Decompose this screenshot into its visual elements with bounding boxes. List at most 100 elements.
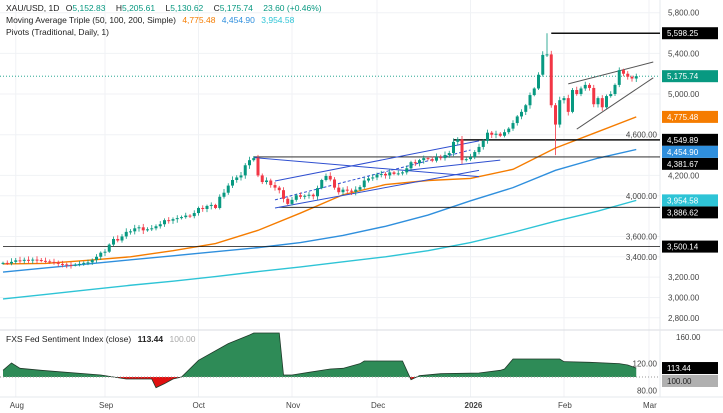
change-value: 23.60 (+0.46%) <box>263 3 322 13</box>
candle <box>243 163 247 179</box>
candle <box>554 103 557 156</box>
candle-body <box>205 205 209 209</box>
candle-body <box>141 227 145 231</box>
candle <box>469 153 472 161</box>
ma-label-bg <box>662 194 718 207</box>
pivot-label: 5,598.25 <box>662 27 718 40</box>
candle-body <box>435 157 438 161</box>
candle <box>401 170 404 176</box>
candle <box>65 262 69 269</box>
candle <box>464 157 468 162</box>
candle <box>426 156 430 161</box>
candle <box>201 205 205 212</box>
candle-body <box>171 219 175 221</box>
candle <box>456 137 460 146</box>
candle-body <box>583 84 587 89</box>
candle <box>303 194 307 200</box>
ma-title[interactable]: Moving Average Triple (50, 100, 200, Sim… <box>6 15 176 25</box>
candle <box>528 92 532 109</box>
candle-body <box>107 244 111 252</box>
candle <box>103 249 107 257</box>
candle <box>583 81 587 91</box>
candle-body <box>22 259 26 261</box>
indicator-baseline: 100.00 <box>169 334 196 344</box>
candle-body <box>456 139 460 142</box>
candle-body <box>541 54 545 75</box>
ma100-value: 4,454.90 <box>221 15 255 25</box>
candle <box>592 84 596 108</box>
candle-body <box>158 224 162 227</box>
candle-body <box>558 100 562 125</box>
indicator-last-label-bg <box>662 362 718 375</box>
low-label: L <box>165 3 171 13</box>
candle-body <box>498 133 502 136</box>
y-tick-label: 4,600.00 <box>626 131 658 140</box>
ma200-value: 3,954.58 <box>261 15 295 25</box>
candle-body <box>443 155 447 159</box>
last-price-label-bg <box>662 70 718 83</box>
pivot-label: 3,886.62 <box>662 206 718 219</box>
candle-body <box>248 160 251 166</box>
candle <box>69 261 73 269</box>
candle-body <box>31 259 35 261</box>
candle-body <box>371 177 375 179</box>
candle <box>562 95 566 104</box>
candle-body <box>69 264 73 266</box>
y-tick-label: 4,200.00 <box>668 171 700 180</box>
pivots-title[interactable]: Pivots (Traditional, Daily, 1) <box>6 27 109 37</box>
ma-label: 4,775.48 <box>662 110 718 123</box>
pivot-label: 4,549.89 <box>662 133 718 146</box>
candle-body <box>469 157 472 160</box>
candle-body <box>477 146 481 153</box>
candle <box>218 194 222 210</box>
candle-body <box>82 262 86 264</box>
candle-body <box>600 98 604 108</box>
candle <box>188 214 192 219</box>
wedge-line <box>576 77 654 130</box>
candle <box>192 210 196 219</box>
candle <box>375 172 379 181</box>
candle <box>256 154 260 178</box>
candle <box>409 160 413 171</box>
indicator-value: 113.44 <box>137 334 164 344</box>
candle-body <box>282 190 285 199</box>
candle <box>362 177 366 189</box>
candle <box>107 243 111 253</box>
high-label: H <box>115 3 122 13</box>
x-tick-label: 2026 <box>465 401 483 410</box>
candle <box>116 235 120 243</box>
ma50-value: 4,775.48 <box>182 15 216 25</box>
close-value: 5,175.74 <box>219 3 253 13</box>
candle-body <box>218 196 222 208</box>
candle <box>90 258 94 265</box>
symbol-label[interactable]: XAU/USD, 1D <box>6 3 60 13</box>
candle-body <box>116 238 120 241</box>
candle <box>350 188 353 196</box>
candle-body <box>260 175 264 183</box>
candle-body <box>239 175 243 178</box>
candle-body <box>163 220 166 225</box>
candle <box>371 174 375 181</box>
candle <box>311 193 315 200</box>
candle-body <box>197 207 200 214</box>
candle <box>39 258 43 263</box>
candle <box>154 224 158 231</box>
candle-body <box>39 260 43 262</box>
candle-body <box>265 180 268 183</box>
candle <box>239 171 243 181</box>
candle <box>95 254 98 263</box>
indicator-title[interactable]: FXS Fed Sentiment Index (close) <box>6 334 132 344</box>
candle-body <box>460 139 464 161</box>
candle <box>231 176 234 189</box>
candle-body <box>273 185 277 188</box>
candle <box>150 225 154 232</box>
candle <box>634 73 638 82</box>
candle-body <box>392 172 396 174</box>
candle <box>443 151 447 161</box>
trend-line <box>274 140 480 182</box>
candle-body <box>243 165 247 176</box>
candle-body <box>507 128 511 133</box>
pivot-label-bg <box>662 206 718 219</box>
candle <box>1 261 5 265</box>
